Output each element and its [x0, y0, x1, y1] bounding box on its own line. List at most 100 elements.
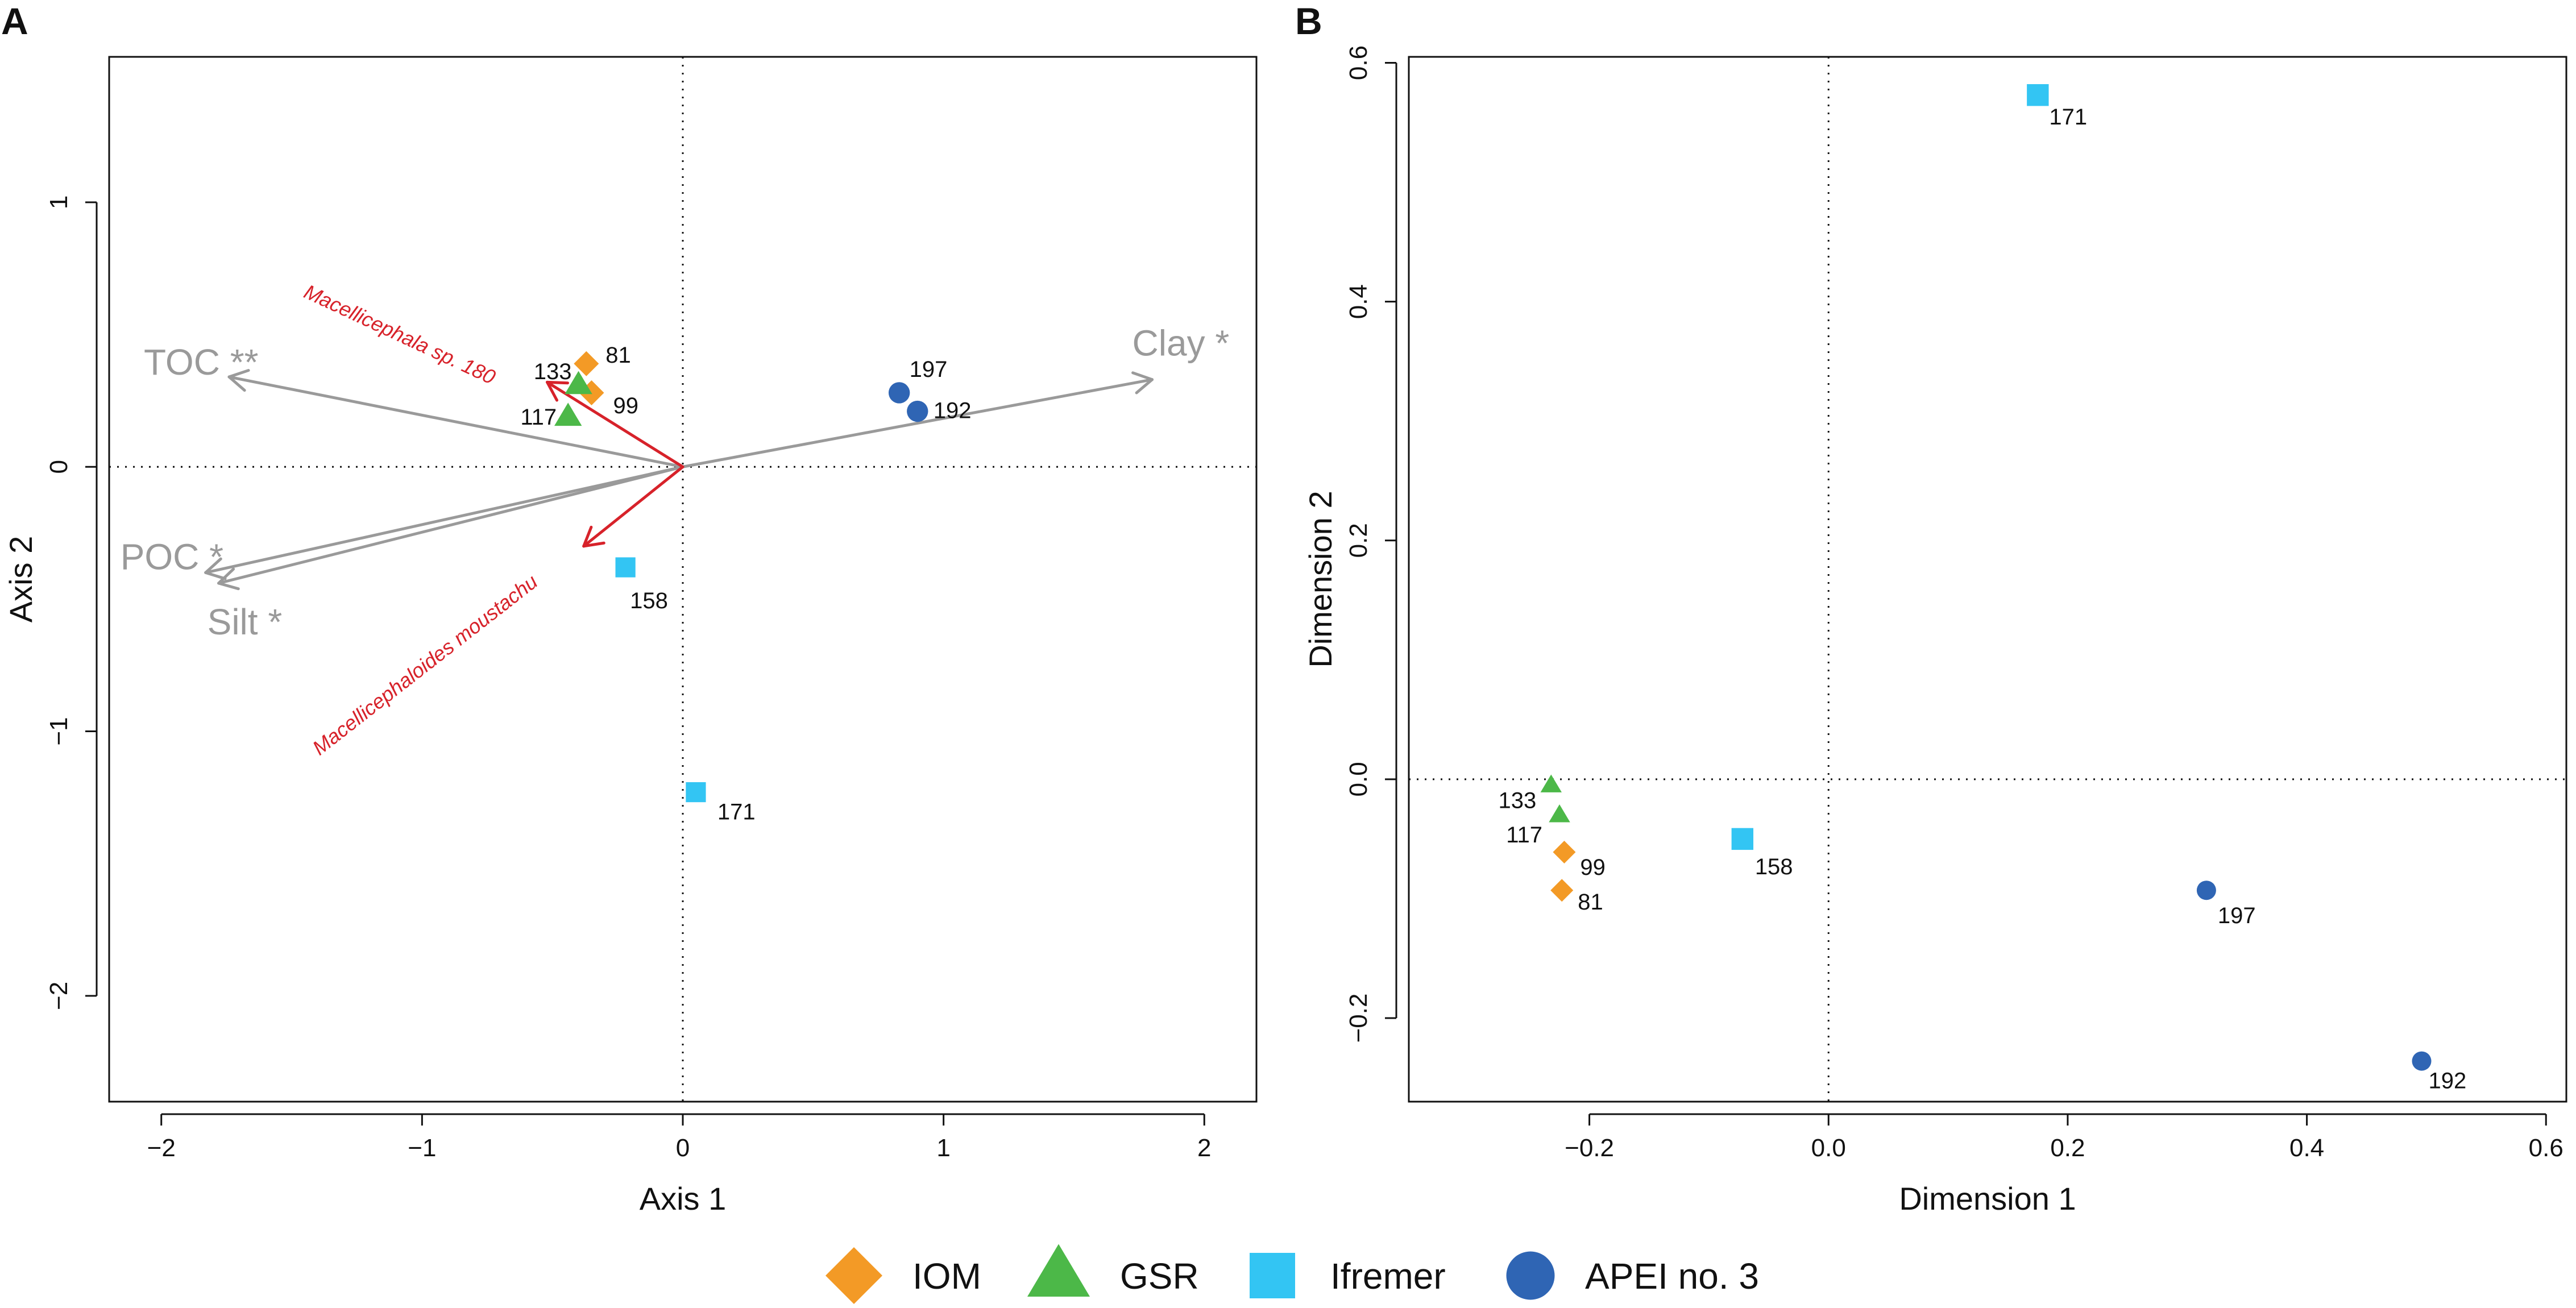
- point-label: 197: [910, 357, 948, 382]
- point-apei-no-3-197: [2196, 881, 2216, 900]
- env-vector-silt-head-2: [217, 582, 240, 591]
- point-gsr-117: [1549, 804, 1570, 823]
- point-apei-no-3-192: [907, 400, 928, 422]
- x-tick-label: 0.6: [2529, 1134, 2563, 1162]
- env-vector-poc-head-1: [204, 557, 222, 574]
- env-vector-silt-shaft: [217, 465, 685, 585]
- legend-label: APEI no. 3: [1585, 1256, 1759, 1297]
- legend-marker-diamond: [826, 1247, 882, 1304]
- x-axis-title: Axis 1: [640, 1181, 727, 1216]
- point-ifremer-171: [2027, 84, 2049, 106]
- y-tick-label: 0.0: [1345, 762, 1372, 796]
- legend-label: Ifremer: [1330, 1256, 1446, 1297]
- env-vector-toc-head-2: [227, 375, 246, 392]
- env-vector-clay: [681, 371, 1154, 468]
- env-vector-toc-shaft: [227, 375, 685, 468]
- env-vector-clay-shaft: [681, 378, 1154, 468]
- env-vector-clay-head-2: [1131, 371, 1154, 381]
- point-label: 81: [605, 343, 631, 368]
- legend-marker-circle: [1506, 1251, 1555, 1300]
- y-tick-label: 0.6: [1345, 45, 1372, 80]
- panel-letter: B: [1295, 0, 1322, 42]
- y-tick-label: −0.2: [1345, 994, 1372, 1043]
- env-vector-label: POC *: [121, 536, 223, 577]
- legend-label: GSR: [1120, 1256, 1199, 1297]
- point-ifremer-171: [686, 782, 706, 803]
- env-vector-toc-head-1: [227, 369, 250, 379]
- point-iom-81: [574, 351, 599, 376]
- point-gsr-117: [554, 402, 582, 426]
- env-vector-poc-head-2: [204, 571, 227, 580]
- plot-frame: [1408, 56, 2567, 1103]
- y-tick-label: 1: [45, 196, 73, 209]
- point-label: 133: [1499, 788, 1537, 813]
- y-axis-title: Axis 2: [3, 536, 39, 623]
- x-tick-label: 0: [676, 1134, 690, 1162]
- point-label: 197: [2218, 903, 2256, 928]
- species-vector-macellicephala-sp-180-head-2: [546, 380, 559, 402]
- env-vector-toc: [227, 369, 685, 468]
- env-vector-poc-shaft: [204, 465, 685, 574]
- legend-label: IOM: [912, 1256, 981, 1297]
- species-vector-macellicephala-sp-180: [546, 380, 685, 468]
- point-apei-no-3-197: [888, 382, 910, 404]
- point-label: 171: [717, 800, 756, 825]
- point-gsr-133: [565, 371, 592, 395]
- species-vector-macellicephaloides-moustachu-head-2: [582, 541, 605, 548]
- y-tick-label: −2: [45, 982, 73, 1010]
- legend-item-ifremer: Ifremer: [1250, 1253, 1446, 1298]
- point-ifremer-158: [1731, 828, 1754, 850]
- y-tick-label: 0.4: [1345, 284, 1372, 319]
- legend-item-apei-no-3: APEI no. 3: [1506, 1251, 1759, 1300]
- panel-letter: A: [1, 0, 28, 42]
- env-vector-label: Clay *: [1133, 323, 1230, 364]
- legend-marker-triangle: [1027, 1244, 1090, 1297]
- x-tick-label: 2: [1197, 1134, 1211, 1162]
- point-label: 81: [1578, 890, 1603, 915]
- point-iom-99: [1553, 840, 1576, 863]
- point-label: 99: [1580, 855, 1606, 880]
- x-tick-label: 0.0: [1811, 1134, 1846, 1162]
- point-label: 192: [934, 398, 972, 423]
- point-label: 99: [613, 393, 638, 418]
- x-tick-label: 0.4: [2289, 1134, 2324, 1162]
- x-tick-label: 1: [936, 1134, 950, 1162]
- point-label: 133: [534, 359, 572, 384]
- env-vector-clay-head-1: [1135, 378, 1154, 395]
- x-tick-label: −0.2: [1565, 1134, 1614, 1162]
- point-label: 192: [2429, 1069, 2467, 1094]
- species-vector-macellicephala-sp-180-shaft: [546, 380, 685, 468]
- legend: IOM GSR Ifremer APEI no. 3: [826, 1244, 1759, 1304]
- y-tick-label: 0.2: [1345, 523, 1372, 558]
- env-vector-label: TOC **: [144, 342, 259, 383]
- x-tick-label: 0.2: [2050, 1134, 2085, 1162]
- legend-marker-square: [1250, 1253, 1295, 1298]
- point-apei-no-3-192: [2412, 1051, 2432, 1071]
- point-label: 171: [2049, 105, 2087, 130]
- point-label: 158: [1755, 854, 1793, 879]
- env-vector-silt-head-1: [217, 567, 235, 585]
- species-vector-macellicephaloides-moustachu-head-1: [582, 525, 593, 548]
- species-vector-macellicephala-sp-180-head-1: [546, 380, 569, 385]
- y-axis-title: Dimension 2: [1302, 491, 1338, 667]
- point-label: 117: [1506, 823, 1542, 848]
- env-vector-poc: [204, 465, 685, 580]
- x-tick-label: −2: [147, 1134, 176, 1162]
- env-vector-silt: [217, 465, 685, 591]
- point-label: 158: [630, 588, 668, 613]
- y-tick-label: 0: [45, 460, 73, 474]
- legend-item-iom: IOM: [826, 1247, 981, 1304]
- x-axis-title: Dimension 1: [1899, 1181, 2076, 1216]
- species-vector-macellicephaloides-moustachu-shaft: [582, 465, 685, 548]
- point-gsr-133: [1540, 774, 1562, 792]
- point-iom-81: [1550, 879, 1574, 902]
- legend-item-gsr: GSR: [1027, 1244, 1199, 1297]
- point-label: 117: [520, 405, 557, 430]
- species-vector-macellicephaloides-moustachu: [582, 465, 685, 548]
- point-ifremer-158: [615, 557, 636, 578]
- env-vector-label: Silt *: [208, 601, 283, 642]
- panel-b: B −0.2 0.0 0.2 0.4 0.6 Dimension 1 −0.2 0.0 0.2 0.…: [1295, 0, 2567, 1216]
- y-tick-label: −1: [45, 717, 73, 745]
- x-tick-label: −1: [408, 1134, 436, 1162]
